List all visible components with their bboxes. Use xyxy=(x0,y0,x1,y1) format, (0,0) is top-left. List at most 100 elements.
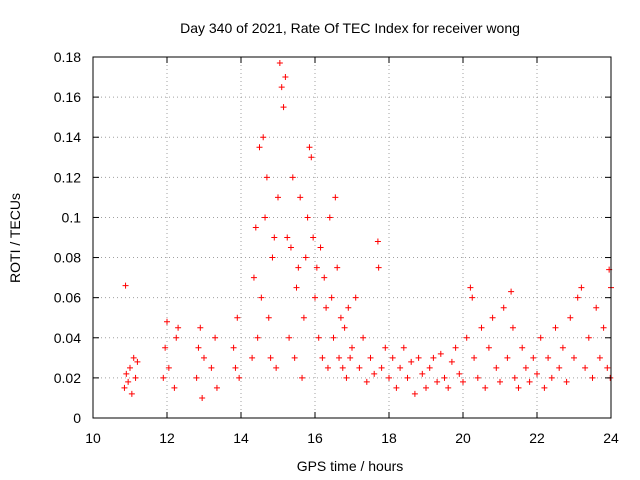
data-point xyxy=(404,374,411,381)
x-tick-label: 20 xyxy=(455,430,471,446)
data-point xyxy=(208,364,215,371)
data-point xyxy=(300,314,307,321)
data-point xyxy=(269,254,276,261)
data-point xyxy=(326,214,333,221)
data-point xyxy=(469,294,476,301)
data-point xyxy=(460,378,466,385)
data-point xyxy=(334,264,341,271)
data-point xyxy=(282,74,289,81)
data-point xyxy=(271,234,278,241)
data-point xyxy=(574,294,581,301)
data-point xyxy=(199,394,206,401)
y-tick-label: 0.12 xyxy=(54,169,81,185)
axis-ticks: 10 12 14 16 18 20 22 24 0 0.02 0.04 0.06 0.08 0.1 0.12… xyxy=(54,49,619,446)
data-point xyxy=(467,284,474,291)
data-point xyxy=(263,174,270,181)
data-point xyxy=(162,344,169,351)
data-point xyxy=(509,324,516,331)
y-axis-label: ROTI / TECUs xyxy=(7,193,23,283)
data-point xyxy=(130,354,137,361)
data-point xyxy=(393,384,400,391)
data-point xyxy=(286,334,293,341)
data-point xyxy=(415,354,422,361)
data-point xyxy=(134,358,141,365)
data-point xyxy=(589,374,596,381)
data-point xyxy=(317,244,324,251)
data-point xyxy=(312,294,318,301)
data-point xyxy=(249,354,256,361)
data-point xyxy=(341,324,348,331)
data-point xyxy=(304,214,311,221)
data-point xyxy=(313,264,320,271)
x-tick-label: 18 xyxy=(381,430,397,446)
y-tick-label: 0.06 xyxy=(54,290,81,306)
chart-title: Day 340 of 2021, Rate Of TEC Index for r… xyxy=(180,20,520,36)
x-tick-label: 24 xyxy=(603,430,619,446)
data-point xyxy=(160,374,167,381)
data-point xyxy=(497,378,503,385)
data-point xyxy=(408,358,415,365)
data-point xyxy=(400,344,407,351)
data-point xyxy=(250,274,257,281)
data-point xyxy=(234,314,241,321)
data-point xyxy=(437,350,444,357)
data-point xyxy=(389,354,396,361)
data-point xyxy=(291,354,298,361)
data-point xyxy=(567,314,574,321)
data-point xyxy=(260,134,267,141)
x-tick-label: 16 xyxy=(307,430,323,446)
data-point xyxy=(434,378,441,385)
data-point xyxy=(128,390,135,397)
data-point xyxy=(336,354,343,361)
grid xyxy=(93,57,611,418)
data-point xyxy=(121,384,128,391)
data-point xyxy=(423,384,429,391)
data-point xyxy=(275,194,281,201)
y-tick-label: 0.14 xyxy=(54,129,81,145)
data-point xyxy=(262,214,269,221)
data-point xyxy=(526,378,533,385)
data-point xyxy=(578,284,585,291)
data-point xyxy=(489,314,496,321)
x-tick-label: 22 xyxy=(529,430,545,446)
data-point xyxy=(604,364,611,371)
data-point xyxy=(482,384,489,391)
data-point xyxy=(295,264,302,271)
data-point xyxy=(545,354,552,361)
data-point xyxy=(500,304,507,311)
data-point xyxy=(463,334,470,341)
data-point xyxy=(563,378,570,385)
x-axis-label: GPS time / hours xyxy=(297,458,404,474)
data-point xyxy=(213,384,220,391)
data-point xyxy=(173,334,180,341)
data-point xyxy=(302,254,309,261)
data-point xyxy=(347,354,354,361)
data-point xyxy=(367,354,374,361)
data-point xyxy=(123,370,130,377)
data-point xyxy=(504,354,511,361)
data-point xyxy=(164,318,170,325)
data-point xyxy=(378,364,385,371)
data-point xyxy=(541,384,548,391)
data-point xyxy=(441,374,448,381)
data-point xyxy=(171,384,178,391)
data-point xyxy=(284,234,291,241)
data-point xyxy=(230,344,237,351)
plot-frame xyxy=(92,56,612,419)
data-point xyxy=(297,194,304,201)
data-point xyxy=(324,364,331,371)
data-point xyxy=(411,390,418,397)
data-point xyxy=(375,264,382,271)
data-point xyxy=(548,374,555,381)
data-point xyxy=(265,314,272,321)
data-point xyxy=(267,354,274,361)
data-point xyxy=(474,374,481,381)
data-point xyxy=(519,344,526,351)
data-point xyxy=(293,284,300,291)
data-point xyxy=(456,370,463,377)
data-point xyxy=(493,364,500,371)
data-point xyxy=(559,344,566,351)
data-point xyxy=(252,224,259,231)
data-point xyxy=(339,364,346,371)
